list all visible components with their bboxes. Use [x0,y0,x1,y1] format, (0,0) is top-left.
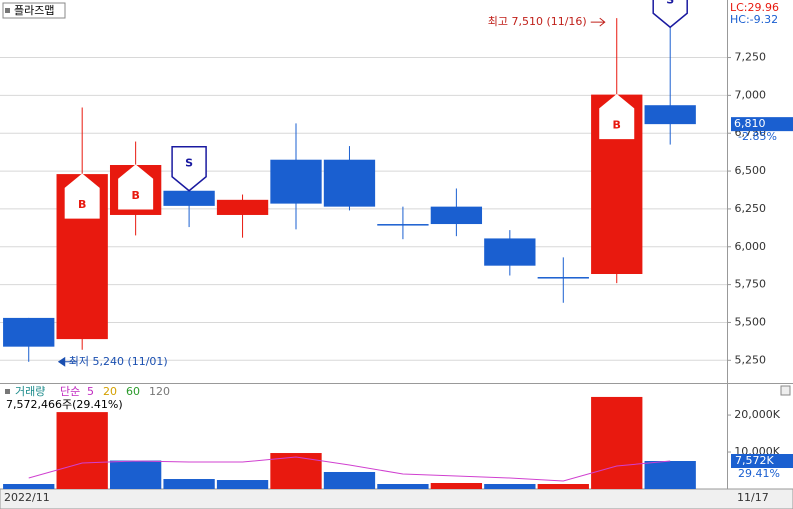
panel-button [780,385,791,396]
ratio: 29.41% [738,467,780,480]
last-volume: 7,572K [735,454,774,467]
candle-body [377,224,429,226]
volume-bar [3,484,55,489]
panel-title: 거래량 [15,385,45,398]
volume-bar [430,483,483,489]
y-tick-label: 6,500 [735,164,767,177]
buy-signal-label: B [131,189,139,202]
date-bar [0,488,793,509]
title-box [2,2,66,19]
title-icon [5,8,10,13]
annotation: 최고 7,510 (11/16) [488,15,587,28]
candle-body [430,206,483,225]
candle-body [323,159,376,207]
volume-bar [377,484,429,489]
last-price: 6,810 [734,117,766,130]
candle-body [537,277,589,279]
sell-signal-label: S [185,157,193,170]
sell-signal-label: S [666,0,674,6]
ma-line [28,456,671,482]
volume-bar [323,471,376,489]
sell-signal [171,145,207,192]
ma-period: 20 [103,385,117,398]
annotation-arrow [57,356,77,367]
y-tick-label: 5,750 [735,278,767,291]
candle-body [163,190,215,206]
volume-bar [109,460,162,489]
chart-title: 플라즈맵 [14,4,54,17]
volume-bar [484,484,536,489]
ma-period: 60 [126,385,140,398]
ma-period: 5 [87,385,94,398]
buy-signal [118,164,154,210]
volume-bar [56,412,108,489]
volume-bar [591,396,643,489]
y-tick-label: 7,000 [735,88,767,101]
indicator: HC:-9.32 [730,13,778,26]
last-volume-box [731,454,793,469]
sell-signal [652,0,688,29]
annotation: 최저 5,240 (11/01) [69,355,168,368]
candle-body [644,105,696,125]
volume-bar [644,461,696,489]
ma-period: 120 [149,385,170,398]
volume-bar [216,480,269,489]
y-tick-label: 20,000K [734,408,780,421]
annotation-arrow [590,17,606,27]
buy-signal [599,93,635,140]
candle-body [484,238,536,266]
y-tick-label: 5,250 [735,353,767,366]
buy-signal-label: B [78,198,86,211]
y-tick-label: 7,250 [735,51,767,64]
x-tick-label: 2022/11 [4,491,50,504]
last-price-box [731,117,793,132]
volume-bar [537,484,589,489]
buy-signal [64,173,100,219]
buy-signal-label: B [613,119,621,132]
change: -2.85% [738,130,777,143]
candle-body [3,317,55,347]
ma-label: 단순 [60,385,80,398]
panel-icon [5,389,10,394]
y-tick-label: 6,000 [735,240,767,253]
indicator: LC:29.96 [730,1,779,14]
summary: 7,572,466주(29.41%) [6,398,123,411]
candle-body [270,159,322,204]
x-tick-label: 11/17 [737,491,769,504]
y-tick-label: 5,500 [735,315,767,328]
y-tick-label: 6,250 [735,202,767,215]
candle-body [216,199,269,215]
volume-bar [163,479,215,489]
